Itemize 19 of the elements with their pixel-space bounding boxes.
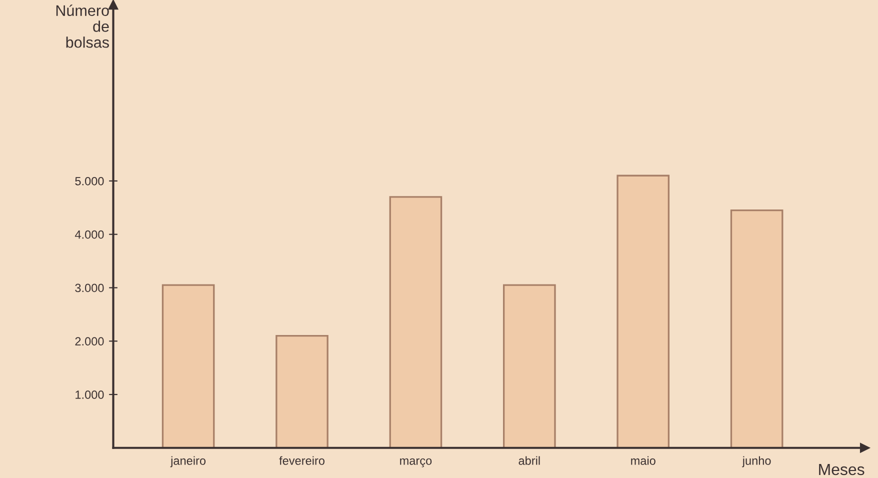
bar [162,284,215,448]
y-tick-label: 3.000 [75,284,104,292]
x-tick-label: janeiro [170,456,206,468]
x-tick-label: março [400,458,432,468]
bar [389,196,442,448]
y-axis-title: Número de bolsas [56,4,109,48]
y-tick-label: 5.000 [75,176,104,186]
x-tick-label: abril [518,456,540,465]
bar [276,334,328,448]
bar [502,284,556,448]
x-tick-label: fevereiro [279,456,324,465]
bar [616,174,670,448]
y-tick-label: 2.000 [75,337,104,346]
x-tick-label: maio [631,456,656,465]
x-axis-title: Meses [819,464,864,476]
y-tick-label: 4.000 [74,230,104,239]
x-tick-label: junho [742,456,771,468]
bar [730,209,784,448]
y-tick-label: 1.000 [76,390,104,399]
